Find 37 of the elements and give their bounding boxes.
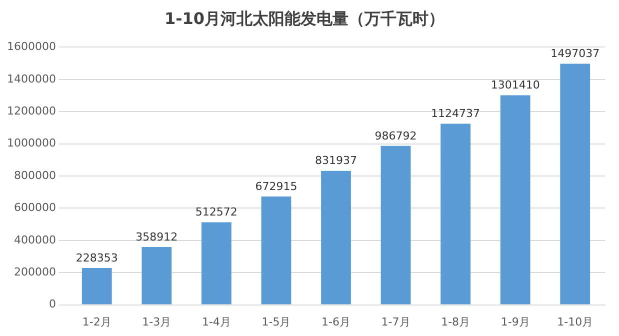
bar [560,64,590,304]
chart-title: 1-10月河北太阳能发电量（万千瓦时） [164,8,445,28]
data-label: 358912 [136,230,178,244]
data-label: 1124737 [431,107,480,120]
bar [500,95,530,304]
bar [261,196,292,304]
data-label: 672915 [255,180,298,193]
data-label: 228353 [76,251,118,264]
x-tick-label: 1-8月 [441,315,470,328]
y-tick-label: 0 [48,298,56,311]
y-tick-label: 1200000 [6,104,56,118]
x-tick-label: 1-6月 [322,315,350,328]
y-tick-label: 1400000 [6,72,56,86]
bar [321,170,351,304]
x-tick-label: 1-10月 [557,315,594,328]
y-tick-label: 1000000 [6,136,56,150]
x-tick-label: 1-3月 [142,315,172,328]
data-label: 986792 [374,129,417,142]
data-label: 831937 [314,154,357,168]
x-tick-label: 1-7月 [381,315,410,328]
bar [380,146,411,304]
x-tick-label: 1-2月 [82,315,112,328]
data-label: 1301410 [490,78,540,92]
y-tick-label: 800000 [14,168,56,182]
data-label: 512572 [195,206,238,219]
x-tick-label: 1-5月 [262,315,291,328]
bar [201,222,232,304]
y-tick-label: 400000 [14,233,56,246]
y-tick-label: 200000 [14,265,56,278]
y-tick-label: 600000 [14,201,56,214]
y-tick-label: 1600000 [6,40,56,54]
bar [440,124,470,304]
data-label: 1497037 [550,47,600,60]
x-tick-label: 1-9月 [500,315,530,328]
bar [142,247,172,304]
bar [82,268,112,304]
x-tick-label: 1-4月 [202,315,231,328]
